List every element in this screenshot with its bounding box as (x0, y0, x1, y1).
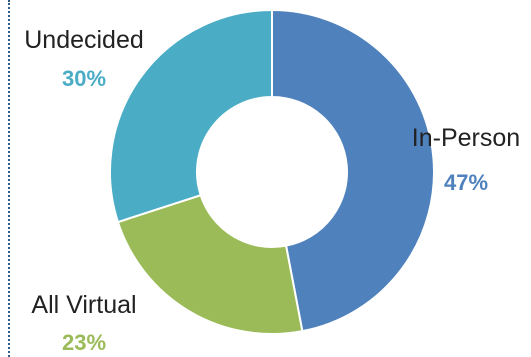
value-all-virtual: 23% (62, 330, 106, 355)
slice-undecided (109, 8, 273, 224)
chart-left-border (8, 0, 10, 357)
label-undecided: Undecided (24, 26, 144, 54)
slice-in-person (271, 8, 435, 333)
value-undecided: 30% (62, 66, 106, 91)
slice-all-virtual (116, 193, 304, 335)
label-all-virtual: All Virtual (31, 291, 136, 319)
value-in-person: 47% (444, 170, 488, 195)
label-in-person: In-Person (412, 124, 520, 152)
